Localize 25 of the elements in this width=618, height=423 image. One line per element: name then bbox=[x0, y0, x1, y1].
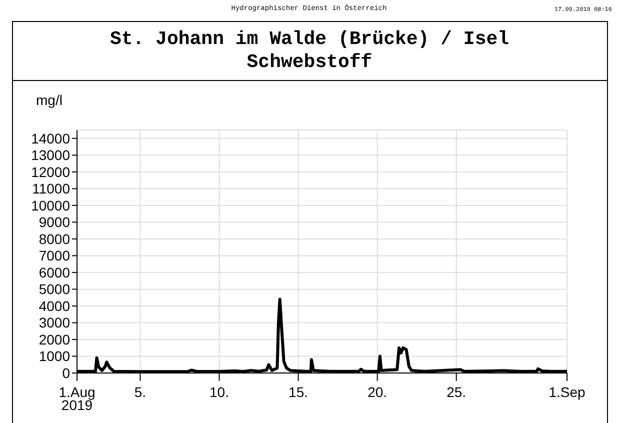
y-tick-label: 11000 bbox=[32, 180, 70, 197]
x-tick-label: 20. bbox=[368, 384, 388, 400]
y-tick-label: 7000 bbox=[38, 248, 70, 264]
x-tick-label: 25. bbox=[446, 384, 466, 400]
y-tick-label: 3000 bbox=[38, 314, 70, 331]
x-tick-label: 5. bbox=[134, 384, 146, 400]
y-tick-label: 12000 bbox=[31, 164, 70, 180]
x-tick-label: 1.Sep bbox=[548, 384, 586, 400]
y-tick-label: 14000 bbox=[31, 130, 70, 146]
y-tick-label: 0 bbox=[62, 364, 70, 381]
y-tick-label: 9000 bbox=[38, 214, 70, 230]
chart-subtitle: Schwebstoff bbox=[246, 51, 374, 74]
y-tick-label: 2000 bbox=[38, 331, 70, 348]
x-tick-label: 10. bbox=[210, 384, 229, 400]
y-tick-label: 6000 bbox=[38, 264, 70, 280]
y-tick-label: 10000 bbox=[31, 197, 70, 214]
y-tick-label: 5000 bbox=[38, 281, 70, 298]
chart-title: St. Johann im Walde (Brücke) / Isel bbox=[108, 28, 510, 51]
y-tick-label: 8000 bbox=[38, 230, 70, 247]
x-tick-label: 15. bbox=[288, 384, 308, 400]
y-tick-label: 4000 bbox=[38, 298, 70, 314]
y-tick-label: 1000 bbox=[38, 348, 70, 364]
y-tick-label: 13000 bbox=[31, 147, 70, 164]
x-tick-label: 1.Aug 2019 bbox=[58, 384, 96, 413]
y-axis-title: mg/l bbox=[36, 92, 62, 108]
